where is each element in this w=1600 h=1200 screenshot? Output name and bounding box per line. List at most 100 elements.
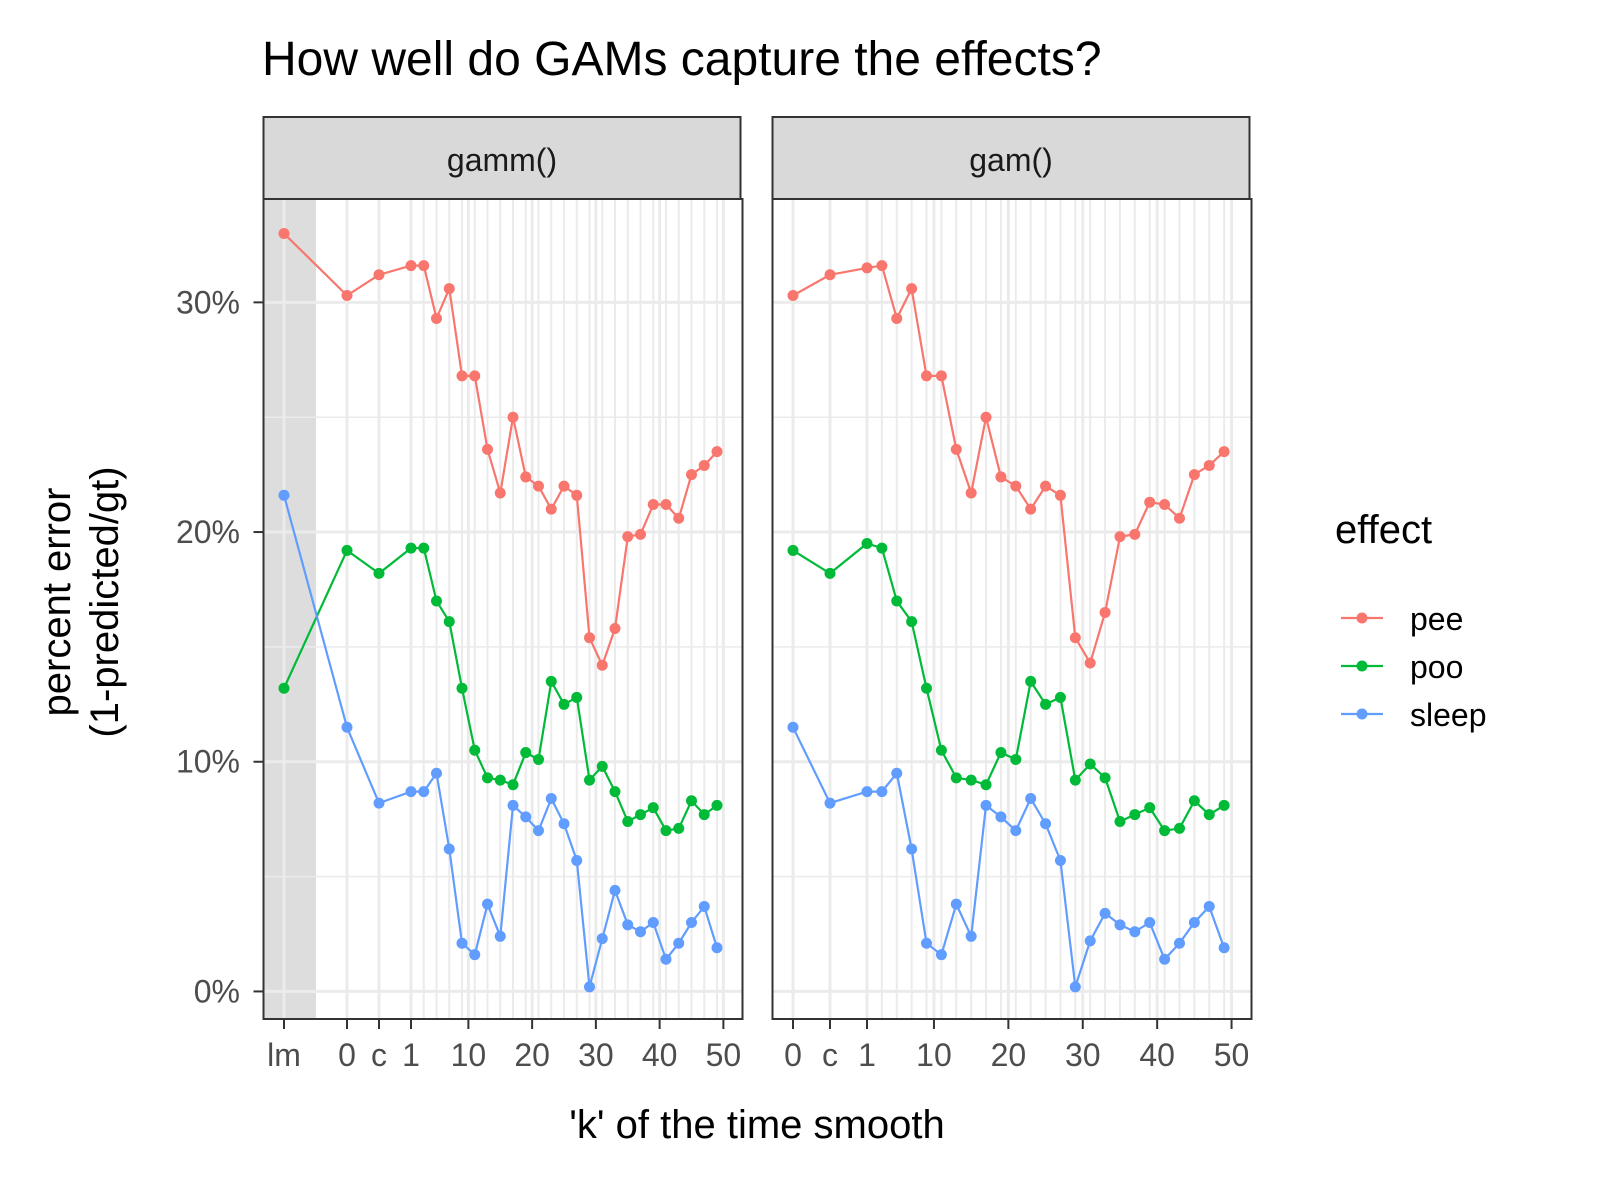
data-point-sleep (1159, 953, 1171, 965)
data-point-poo (1188, 795, 1200, 807)
data-point-sleep (545, 792, 557, 804)
data-point-poo (456, 682, 468, 694)
x-tick-label-50: 50 (706, 1037, 742, 1073)
data-point-poo (698, 809, 710, 821)
data-point-pee (494, 487, 506, 499)
data-point-pee (469, 370, 481, 382)
y-tick-label-20: 20% (176, 514, 240, 550)
y-axis-title: percent error (1-predicted/gt) (35, 466, 127, 737)
data-point-sleep (1188, 917, 1200, 929)
data-point-poo (1054, 691, 1066, 703)
data-point-poo (1069, 774, 1081, 786)
data-point-sleep (520, 811, 532, 823)
data-point-pee (1010, 480, 1022, 492)
data-point-sleep (494, 930, 506, 942)
data-point-pee (1129, 528, 1141, 540)
data-point-poo (405, 542, 417, 554)
data-point-pee (906, 283, 918, 295)
data-point-sleep (533, 825, 544, 837)
data-point-poo (1144, 802, 1156, 814)
data-point-poo (660, 825, 672, 837)
data-point-pee (622, 531, 634, 543)
strip-gamm-label: gamm() (447, 142, 557, 178)
data-point-poo (1129, 809, 1141, 821)
data-point-sleep (443, 843, 455, 855)
data-point-pee (647, 498, 659, 510)
data-point-poo (1114, 815, 1126, 827)
data-point-sleep (418, 786, 430, 798)
y-axis: 0% 10% 20% 30% (176, 284, 264, 1009)
data-point-poo (533, 753, 544, 765)
data-point-poo (980, 779, 992, 791)
legend-label-sleep: sleep (1410, 697, 1487, 733)
data-point-poo (1159, 825, 1171, 837)
data-point-sleep (1040, 818, 1052, 830)
series-line-poo (282, 546, 718, 832)
data-point-poo (373, 567, 385, 579)
data-point-poo (341, 544, 353, 556)
data-point-sleep (1144, 917, 1156, 929)
y-tick-label-10: 10% (176, 744, 240, 780)
data-point-pee (405, 260, 417, 272)
data-point-poo (876, 542, 888, 554)
x-tick-label-30: 30 (578, 1037, 614, 1073)
data-point-poo (1025, 675, 1037, 687)
data-point-sleep (373, 797, 385, 809)
data-point-poo (995, 747, 1007, 759)
data-point-poo (1099, 772, 1111, 784)
data-point-poo (609, 786, 621, 798)
x-tick-label-40: 40 (1139, 1037, 1175, 1073)
data-point-pee (558, 480, 570, 492)
x-tick-label-10: 10 (916, 1037, 952, 1073)
data-point-pee (995, 471, 1007, 483)
x-tick-label-30: 30 (1065, 1037, 1101, 1073)
data-point-poo (635, 809, 646, 821)
data-point-sleep (995, 811, 1007, 823)
x-tick-label-c: c (822, 1037, 838, 1073)
data-point-poo (861, 538, 873, 550)
lm-shade (263, 199, 316, 1019)
x-tick-label-c: c (371, 1037, 387, 1073)
data-point-sleep (861, 786, 873, 798)
data-point-pee (876, 260, 888, 272)
x-axis-title: 'k' of the time smooth (569, 1103, 944, 1147)
data-point-poo (673, 822, 685, 834)
data-point-pee (533, 480, 544, 492)
data-point-sleep (686, 917, 697, 929)
data-point-sleep (1025, 792, 1037, 804)
data-point-sleep (824, 797, 836, 809)
data-point-poo (431, 595, 442, 607)
panel-border (771, 198, 1253, 1020)
legend-key-point-pee (1356, 612, 1368, 624)
data-point-sleep (1203, 900, 1215, 912)
data-point-pee (660, 498, 672, 510)
data-point-pee (711, 446, 723, 458)
data-point-pee (431, 312, 442, 324)
data-point-sleep (711, 942, 723, 954)
data-point-sleep (405, 786, 417, 798)
data-point-sleep (1010, 825, 1022, 837)
strip-gamm-background (262, 116, 742, 200)
data-point-pee (418, 260, 430, 272)
data-point-sleep (1099, 907, 1111, 919)
data-point-poo (507, 779, 519, 791)
data-point-pee (596, 659, 608, 671)
data-point-pee (1114, 531, 1126, 543)
data-point-pee (891, 312, 903, 324)
panel-gam: gam() 0 c 1 10 20 30 40 50 (771, 116, 1253, 1073)
data-point-sleep (341, 721, 353, 733)
data-point-sleep (1173, 937, 1185, 949)
x-tick-label-50: 50 (1214, 1037, 1250, 1073)
data-point-pee (635, 528, 646, 540)
data-point-sleep (1054, 855, 1066, 867)
data-point-sleep (278, 489, 290, 501)
data-point-poo (965, 774, 977, 786)
y-tick-label-0: 0% (194, 973, 240, 1009)
data-point-pee (507, 411, 519, 423)
data-point-sleep (647, 917, 659, 929)
data-point-poo (622, 815, 634, 827)
data-point-pee (545, 503, 557, 515)
data-point-poo (824, 567, 836, 579)
data-point-sleep (635, 926, 646, 938)
